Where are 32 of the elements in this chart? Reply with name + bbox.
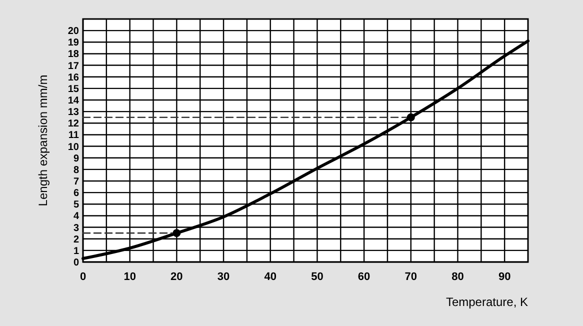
x-tick-label: 40 [264, 271, 276, 283]
x-tick-label: 10 [124, 271, 136, 283]
y-tick-label: 13 [68, 107, 80, 118]
x-tick-label: 90 [498, 271, 511, 283]
y-tick-label: 19 [68, 38, 80, 49]
y-tick-label: 15 [68, 84, 80, 95]
y-tick-label: 5 [73, 200, 80, 211]
x-tick-label: 30 [217, 271, 230, 283]
x-tick-label: 20 [170, 271, 183, 283]
y-tick-label: 14 [68, 96, 80, 106]
x-tick-label: 60 [358, 271, 370, 283]
y-tick-label: 0 [73, 258, 80, 268]
y-tick-label: 16 [68, 72, 80, 84]
y-tick-label: 20 [68, 26, 80, 38]
y-tick-label: 3 [73, 222, 80, 234]
y-tick-label: 18 [68, 49, 80, 60]
y-tick-label: 2 [73, 234, 80, 246]
x-tick-label: 80 [452, 271, 464, 283]
x-tick-label: 50 [311, 271, 324, 283]
y-tick-label: 11 [68, 130, 80, 142]
y-tick-label: 1 [73, 246, 80, 257]
y-tick-label: 8 [73, 164, 80, 176]
y-tick-label: 10 [68, 142, 80, 153]
x-tick-label: 70 [404, 271, 418, 283]
y-tick-label: 7 [73, 176, 80, 188]
y-tick-label: 17 [68, 60, 80, 72]
y-tick-label: 6 [73, 188, 80, 200]
y-tick-label: 4 [73, 211, 80, 222]
y-tick-label: 9 [73, 153, 80, 164]
x-axis-title: Temperature, K [446, 295, 528, 309]
y-axis-title: Length expansion mm/m [36, 74, 50, 206]
y-tick-label: 12 [68, 118, 80, 130]
